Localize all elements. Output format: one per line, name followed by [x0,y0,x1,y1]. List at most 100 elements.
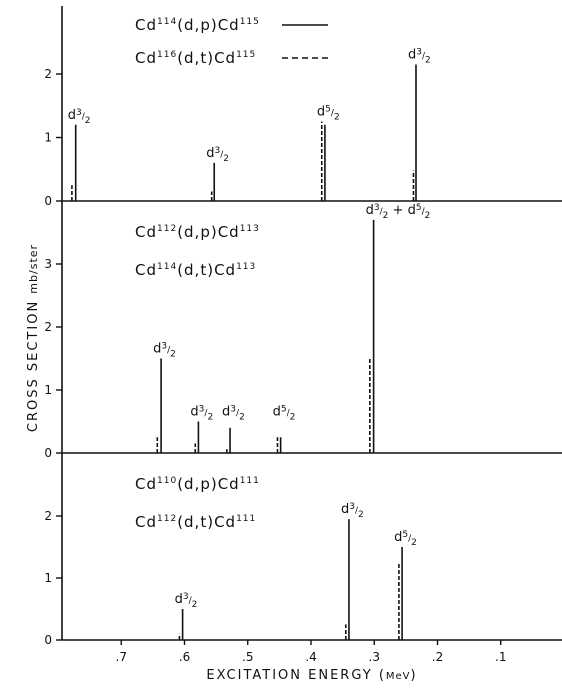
reaction-product-mass: 111 [236,514,256,524]
x-tick-label: .4 [305,650,316,664]
x-axis: .7 .6 .5 .4 .3 .2 .1 EXCITATION ENERGY (MeV) [116,640,506,683]
reaction-product-mass: 113 [236,262,256,272]
peak-den: 2 [239,413,245,423]
peak-label: d3/2 [190,405,213,423]
y-axis-title-main: CROSS SECTION [26,294,41,432]
peak-num: 3 [183,592,189,602]
peak-slash: / [408,534,412,544]
peak-num: 3 [76,108,82,118]
peak-label: d5/2 [317,105,340,123]
reaction-type: (d,p) [177,16,218,34]
peak-den: 2 [334,113,340,123]
reaction-type: (d,p) [177,475,218,493]
peak-num: 3 [230,405,236,415]
reaction-target-mass: 110 [157,476,177,486]
reaction-product-mass: 115 [240,17,260,27]
y-tick-label: 0 [44,446,52,460]
peak-den: 2 [411,538,417,548]
reaction-type: (d,p) [177,223,218,241]
y-axis-title-group: CROSS SECTION mb/ster [26,244,41,432]
reaction-target-mass: 114 [157,17,177,27]
reaction-target: Cd [135,513,157,531]
peak-slash: / [380,207,384,217]
y-axis-title-unit: mb/ster [27,244,40,294]
y-tick-label: 1 [44,571,52,585]
peak-label: d3/2 [222,405,245,423]
peak-letter: d [153,342,161,357]
peak-den: 2 [85,116,91,126]
peak-slash: / [287,409,291,419]
reaction-target-mass: 116 [157,50,177,60]
reaction-product: Cd [218,16,240,34]
peak-letter: d [408,203,416,218]
peak-den: 2 [192,600,198,610]
reaction-product-mass: 113 [240,224,260,234]
peak-den: 2 [383,211,389,221]
reaction-product: Cd [214,49,236,67]
peak-slash: / [82,112,86,122]
peak-label: d3/2 [68,108,91,126]
peak-slash: / [355,506,359,516]
y-tick-label: 2 [44,320,52,334]
peak-letter: d [408,47,416,62]
reaction-label: Cd112(d,t)Cd111 [135,513,256,531]
reaction-target: Cd [135,261,157,279]
reaction-product: Cd [218,223,240,241]
panel-1: 012d3/2d3/2d5/2d3/2Cd114(d,p)Cd115Cd116(… [44,16,562,208]
peak-label: d3/2 [206,146,229,164]
peak-letter: d [366,203,374,218]
peak-plus: + [388,203,407,218]
y-axis-title: CROSS SECTION mb/ster [26,244,41,432]
peak-letter: d [317,105,325,120]
y-tick-label: 0 [44,194,52,208]
peak-slash: / [422,207,426,217]
reaction-product-mass: 115 [236,50,256,60]
reaction-label: Cd112(d,p)Cd113 [135,223,260,241]
x-tick-label: .2 [432,650,443,664]
reaction-product: Cd [214,513,236,531]
reaction-product-mass: 111 [240,476,260,486]
reaction-target-mass: 112 [157,224,177,234]
peak-slash: / [167,346,171,356]
x-axis-title-paren: ( [379,668,386,683]
peak-label: d3/2 [153,342,176,360]
x-tick-label: .7 [116,650,127,664]
reaction-label: Cd114(d,p)Cd115 [135,16,260,34]
peak-letter: d [190,405,198,420]
reaction-label: Cd116(d,t)Cd115 [135,49,256,67]
peak-letter: d [175,592,183,607]
peak-slash: / [236,409,240,419]
y-tick-label: 0 [44,633,52,647]
peak-label: d3/2 + d5/2 [366,203,431,221]
x-tick-label: .3 [369,650,380,664]
peak-letter: d [222,405,230,420]
peak-num: 5 [325,105,331,115]
reaction-target: Cd [135,49,157,67]
reaction-target: Cd [135,16,157,34]
peak-slash: / [422,51,426,61]
y-tick-label: 1 [44,383,52,397]
peak-num: 3 [199,405,205,415]
peak-den: 2 [170,350,176,360]
reaction-type: (d,t) [177,261,214,279]
peak-num: 3 [349,502,355,512]
peak-slash: / [204,409,208,419]
x-axis-title-main: EXCITATION ENERGY [206,668,378,683]
peak-slash: / [189,596,193,606]
peak-num: 5 [416,203,422,213]
panels-layer: 012d3/2d3/2d5/2d3/2Cd114(d,p)Cd115Cd116(… [44,6,562,647]
peak-letter: d [341,502,349,517]
peak-label: d3/2 [408,47,431,65]
reaction-product: Cd [214,261,236,279]
reaction-type: (d,t) [177,513,214,531]
peak-letter: d [68,108,76,123]
reaction-target-mass: 114 [157,262,177,272]
peak-den: 2 [223,154,229,164]
peak-slash: / [220,150,224,160]
panel-3: 012d3/2d3/2d5/2Cd110(d,p)Cd111Cd112(d,t)… [44,475,562,647]
reaction-label: Cd110(d,p)Cd111 [135,475,260,493]
reaction-type: (d,t) [177,49,214,67]
peak-label: d5/2 [394,530,417,548]
x-tick-label: .1 [495,650,506,664]
